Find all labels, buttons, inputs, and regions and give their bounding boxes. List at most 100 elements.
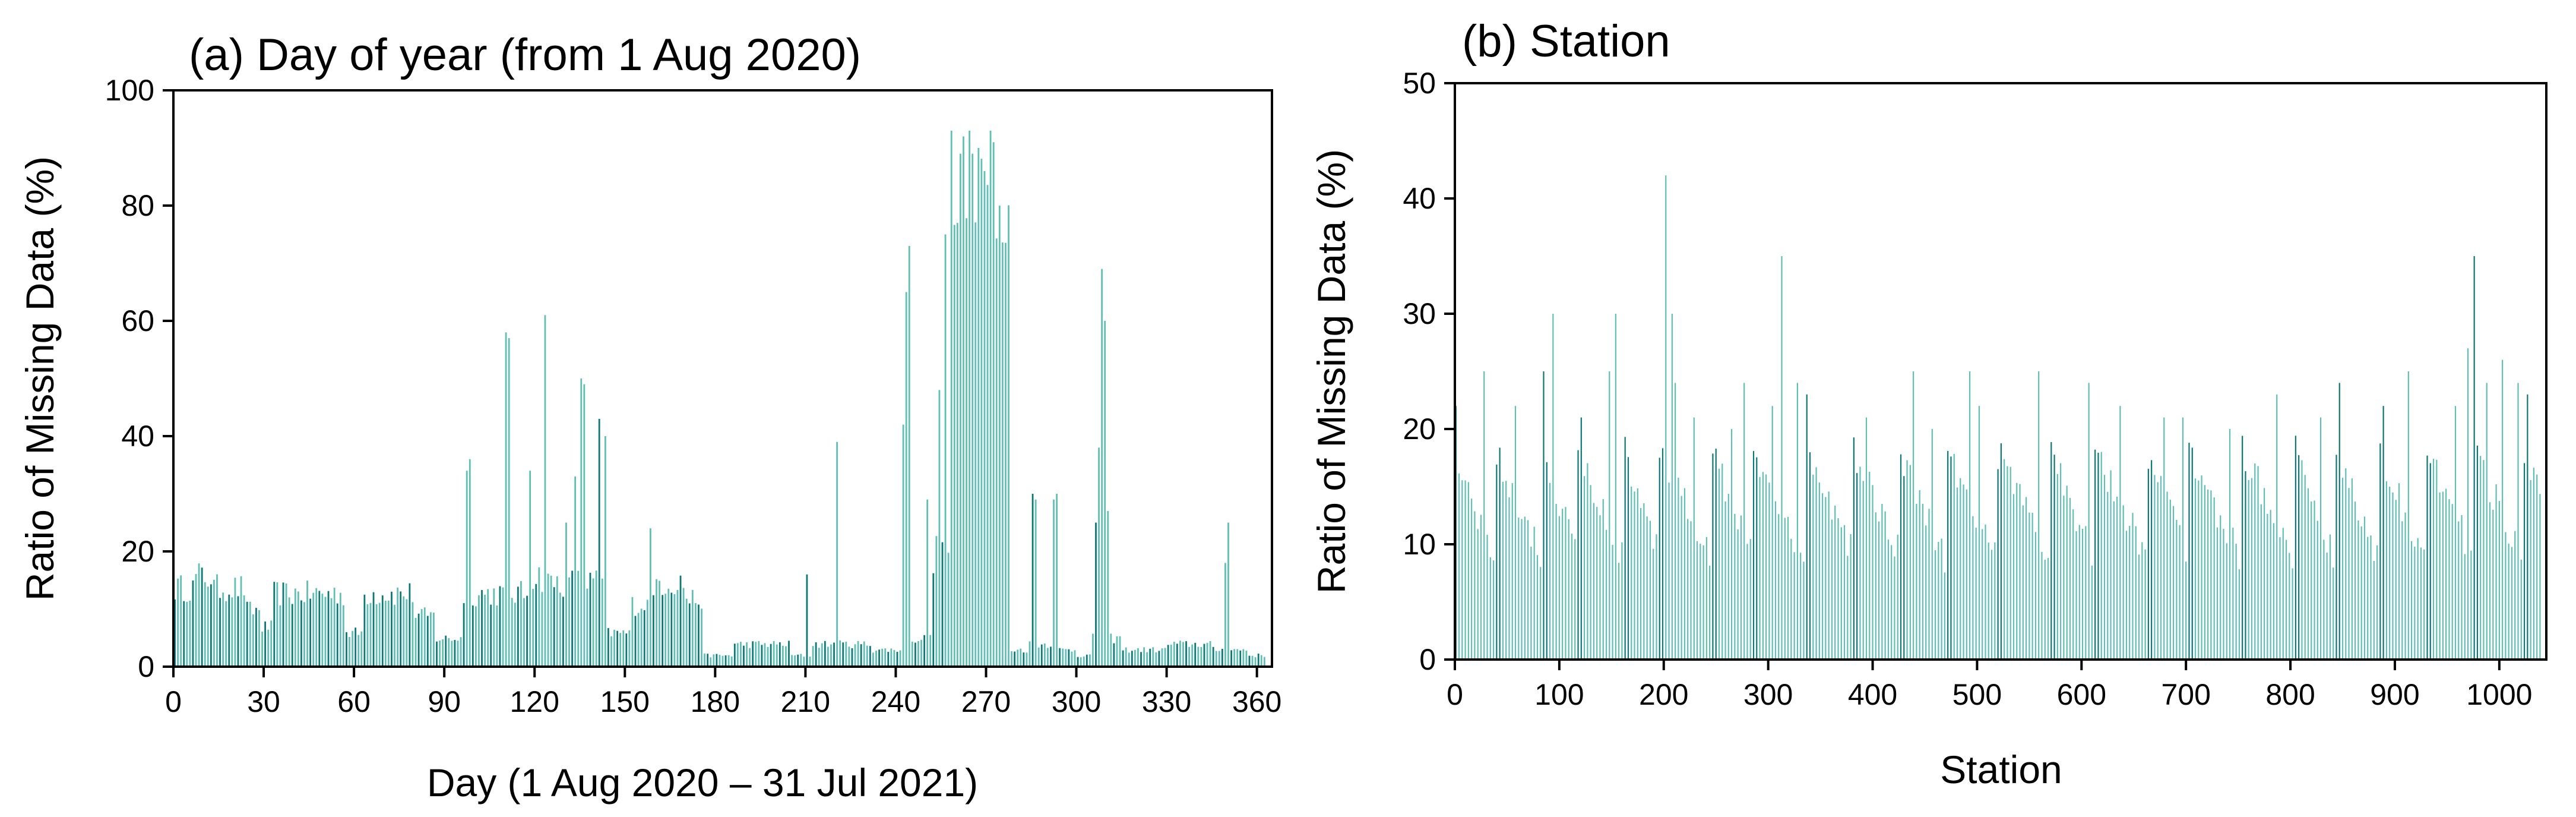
panel-a-bar xyxy=(890,648,893,667)
panel-b-bar xyxy=(1593,503,1595,660)
panel-a-bar xyxy=(691,589,694,667)
panel-a-bar xyxy=(445,635,447,667)
panel-a-bar xyxy=(496,605,498,667)
panel-b-bar xyxy=(1994,542,1996,660)
panel-b-bar xyxy=(2385,481,2387,660)
panel-a-ylabel: Ratio of Missing Data (%) xyxy=(18,156,62,601)
panel-b-bar xyxy=(2031,513,2033,660)
panel-b-bar xyxy=(1865,417,1868,660)
panel-a-bar xyxy=(417,613,420,667)
panel-a-bar xyxy=(676,589,679,667)
panel-a-bar xyxy=(321,594,324,667)
panel-b-bar xyxy=(2088,383,2090,660)
panel-b-bar xyxy=(1740,515,1742,660)
panel-b-bar xyxy=(2527,394,2528,660)
panel-b-bar xyxy=(2122,505,2124,660)
panel-a-bar xyxy=(1031,494,1034,667)
panel-a-bar xyxy=(318,591,321,667)
panel-a-bar xyxy=(471,605,474,667)
panel-b-bar xyxy=(2103,475,2106,660)
panel-a-bar xyxy=(439,640,441,667)
panel-a-bar xyxy=(857,641,859,667)
panel-b-bar xyxy=(2486,383,2488,660)
panel-a-bar xyxy=(457,641,459,667)
panel-a-bar xyxy=(1017,649,1019,667)
panel-a-bar xyxy=(974,222,977,667)
panel-a-bar xyxy=(1043,643,1046,667)
panel-b-bar xyxy=(1944,572,1946,660)
panel-a-bar xyxy=(917,641,919,667)
panel-b-bar xyxy=(2185,562,2187,660)
panel-b-bar xyxy=(2038,371,2040,660)
panel-b-bar xyxy=(2420,547,2422,660)
panel-b-bar xyxy=(2182,417,2184,660)
panel-a-bar xyxy=(180,575,182,667)
panel-a-bar xyxy=(487,589,489,667)
panel-a-ytick-label: 60 xyxy=(121,304,154,337)
panel-b-bar xyxy=(2041,551,2043,660)
panel-b-xtick-label: 900 xyxy=(2370,678,2419,711)
panel-a-bar xyxy=(523,598,525,667)
panel-b-bar xyxy=(1574,539,1576,660)
panel-a-xtick-label: 0 xyxy=(165,685,182,718)
panel-b-bar xyxy=(1853,437,1855,660)
panel-b-xlabel: Station xyxy=(1940,747,2062,791)
panel-b-bar xyxy=(1609,371,1610,660)
panel-a-bar xyxy=(360,631,363,667)
panel-a-bar xyxy=(490,604,492,667)
panel-a-bar xyxy=(969,130,971,667)
panel-b-bar xyxy=(1499,447,1501,660)
panel-b-bar xyxy=(2502,359,2504,660)
panel-a-bar xyxy=(640,608,643,667)
panel-a-bar xyxy=(526,595,528,667)
panel-a-bar xyxy=(333,588,336,667)
panel-b-bar xyxy=(1790,538,1792,660)
panel-a-bar xyxy=(643,610,645,667)
panel-a-bar xyxy=(803,657,805,667)
panel-a-bar xyxy=(1107,511,1109,667)
panel-b-ticks: 0 100 200 300 400 500 600 700 800 900 1000 0 10 20 30 4… xyxy=(1403,67,2532,711)
panel-b-bar xyxy=(2091,565,2093,660)
panel-a-bar xyxy=(568,577,570,667)
panel-a-bar xyxy=(827,646,829,667)
panel-b-bar xyxy=(1784,518,1786,660)
panel-a-bar xyxy=(261,631,263,667)
panel-b-bar xyxy=(2382,406,2384,660)
panel-a-bar xyxy=(550,575,552,667)
panel-a-bar xyxy=(992,142,995,667)
panel-b-bar xyxy=(1931,429,1933,660)
panel-a-bar xyxy=(1179,641,1181,667)
panel-a-bar xyxy=(758,641,760,667)
panel-a-bar xyxy=(228,594,230,667)
panel-b-bar xyxy=(2392,492,2394,660)
panel-a-bar xyxy=(1230,650,1232,667)
panel-b-bar xyxy=(1856,473,1858,660)
panel-a-bar xyxy=(219,598,221,667)
panel-a-bar xyxy=(694,603,697,667)
panel-a-bar xyxy=(1146,652,1148,667)
panel-a-bar xyxy=(538,567,540,667)
panel-a-bar xyxy=(1209,641,1211,667)
panel-a-bar xyxy=(752,641,754,667)
panel-b-bar xyxy=(2376,545,2378,660)
panel-b-bar xyxy=(1690,521,1692,660)
panel-a-bar xyxy=(646,600,648,667)
panel-b-bar xyxy=(2355,501,2356,660)
panel-b-bar xyxy=(1934,550,1936,660)
panel-b-bar xyxy=(1922,503,1924,660)
panel-a-bar xyxy=(384,601,387,667)
panel-a-bar xyxy=(243,595,245,667)
panel-a-bar xyxy=(1131,651,1133,667)
panel-a-bar xyxy=(736,643,739,667)
panel-b-bar xyxy=(1483,371,1485,660)
panel-b-bar xyxy=(2216,527,2219,660)
panel-b-bar xyxy=(2147,468,2149,660)
panel-a-bar xyxy=(589,572,591,667)
panel-b-bar xyxy=(2282,528,2284,660)
panel-b-bar xyxy=(1514,406,1517,660)
panel-b-bar xyxy=(2257,466,2259,660)
panel-a-bar xyxy=(1143,647,1145,667)
panel-b-bar xyxy=(1837,518,1839,660)
panel-b-bar xyxy=(1687,519,1689,660)
panel-b-bar xyxy=(2508,543,2509,660)
